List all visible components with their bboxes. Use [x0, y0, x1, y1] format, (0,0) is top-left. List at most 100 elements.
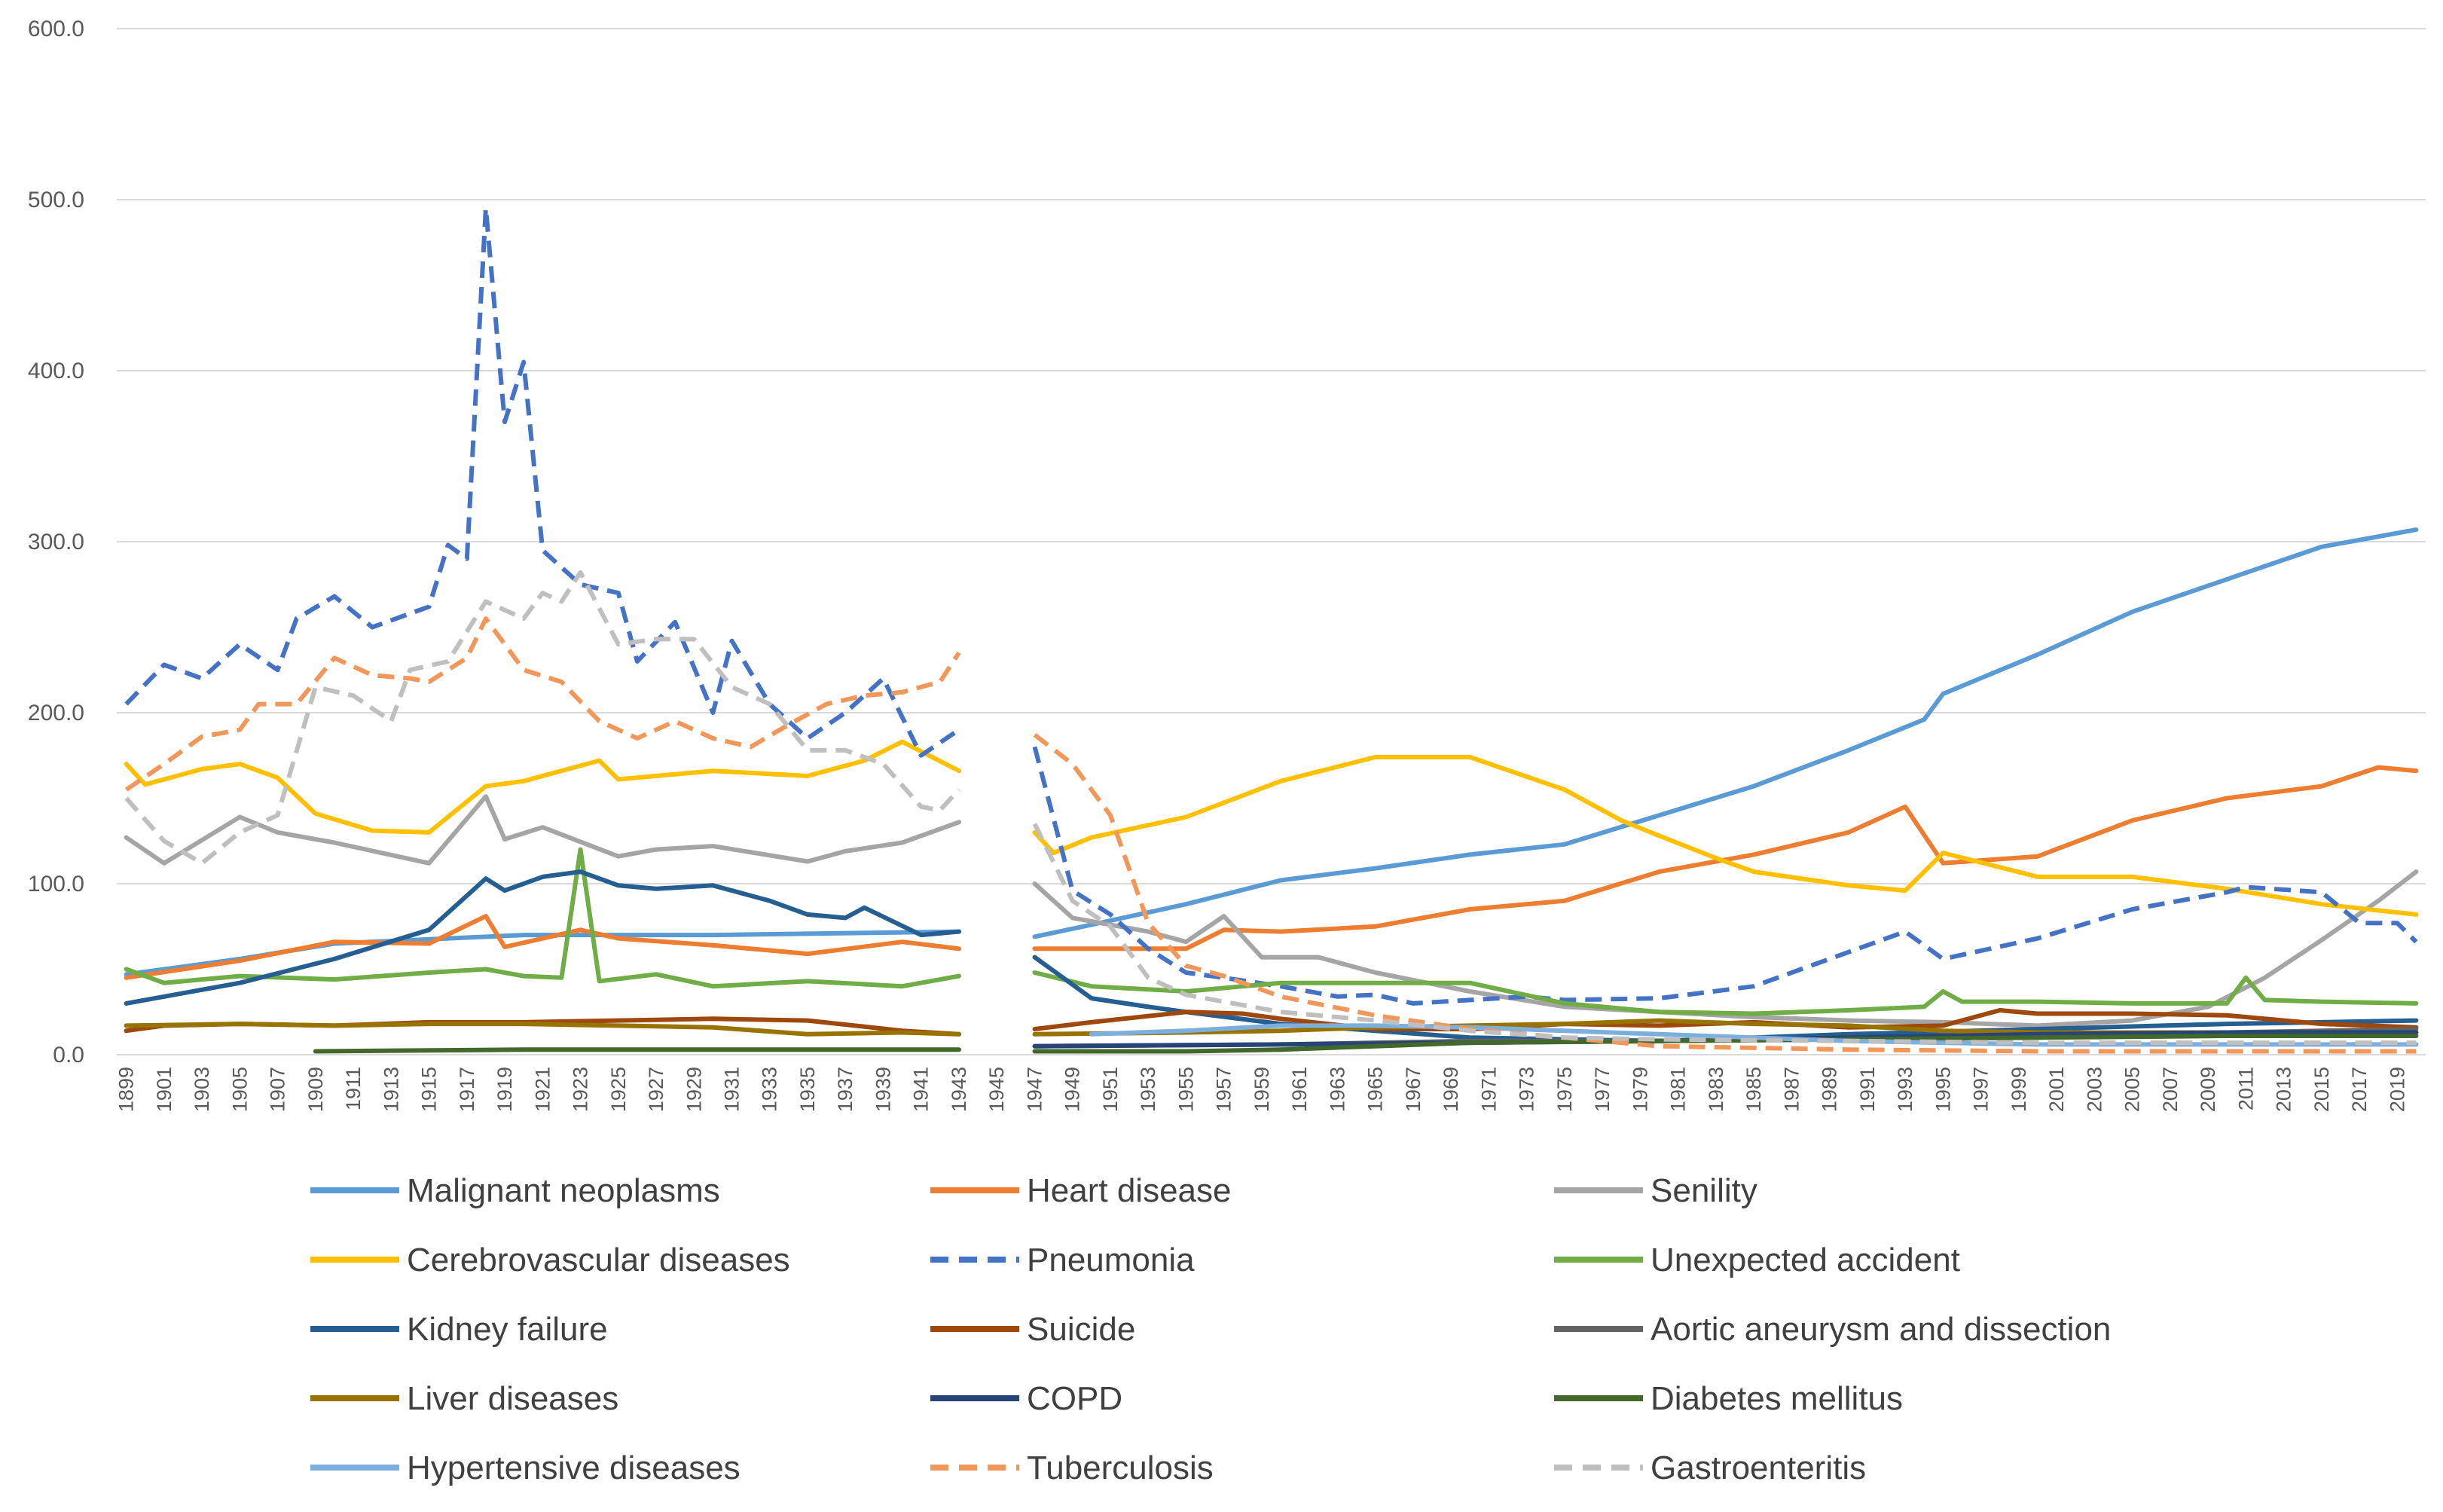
x-tick-label: 1983 — [1705, 1067, 1727, 1112]
y-tick-label: 100.0 — [28, 872, 84, 897]
x-tick-label: 1931 — [720, 1067, 743, 1112]
series-line — [124, 1022, 961, 1037]
x-tick-label: 2011 — [2234, 1067, 2257, 1110]
x-tick-label: 1975 — [1553, 1067, 1576, 1112]
y-tick-label: 400.0 — [28, 359, 84, 383]
legend: Malignant neoplasms Heart disease Senility… — [310, 1172, 2111, 1486]
y-axis-tick-labels: 0.0 100.0 200.0 300.0 400.0 500.0 600.0 — [28, 17, 84, 1068]
x-tick-label: 1941 — [910, 1067, 933, 1112]
x-tick-label: 1949 — [1061, 1067, 1084, 1112]
series-line — [124, 914, 961, 980]
x-tick-label: 1903 — [191, 1067, 213, 1112]
legend-label: Senility — [1651, 1172, 1757, 1209]
x-tick-label: 2005 — [2121, 1067, 2144, 1112]
series-line — [1032, 755, 2419, 917]
legend-label: Diabetes mellitus — [1651, 1380, 1903, 1417]
legend-label: Pneumonia — [1027, 1242, 1195, 1278]
legend-label: Tuberculosis — [1027, 1449, 1214, 1486]
x-tick-label: 2015 — [2310, 1067, 2333, 1112]
series-line — [124, 794, 961, 866]
x-tick-label: 1979 — [1629, 1067, 1651, 1112]
legend-label: Unexpected accident — [1651, 1242, 1960, 1278]
x-tick-label: 1943 — [948, 1067, 970, 1112]
x-tick-label: 1959 — [1251, 1067, 1273, 1112]
gridlines — [117, 28, 2426, 884]
y-tick-label: 600.0 — [28, 17, 84, 41]
series-line — [1032, 955, 2419, 1043]
x-tick-label: 2019 — [2386, 1067, 2408, 1112]
x-tick-label: 1963 — [1326, 1067, 1348, 1112]
x-tick-label: 1977 — [1591, 1067, 1614, 1112]
legend-label: COPD — [1027, 1380, 1122, 1417]
x-tick-label: 1919 — [493, 1067, 516, 1112]
y-tick-label: 300.0 — [28, 530, 84, 554]
x-tick-label: 1911 — [342, 1067, 365, 1110]
series-lines — [124, 206, 2419, 1054]
series-line — [1032, 746, 2418, 1006]
x-tick-label: 1969 — [1440, 1067, 1462, 1112]
series-line — [1033, 733, 2417, 1054]
x-axis-tick-labels: 1899 1901 1903 1905 1907 1909 1911 1913 1915 1917… — [115, 1067, 2409, 1112]
x-tick-label: 1933 — [759, 1067, 781, 1112]
x-tick-label: 1915 — [418, 1067, 441, 1112]
legend-label: Heart disease — [1027, 1172, 1231, 1209]
x-tick-label: 1917 — [456, 1067, 478, 1112]
legend-label: Malignant neoplasms — [407, 1172, 720, 1209]
x-tick-label: 1945 — [985, 1067, 1008, 1112]
x-tick-label: 1947 — [1023, 1067, 1046, 1112]
x-tick-label: 2003 — [2083, 1067, 2106, 1112]
x-tick-label: 1901 — [153, 1067, 176, 1112]
y-tick-label: 500.0 — [28, 188, 84, 212]
x-tick-label: 1991 — [1856, 1067, 1879, 1112]
x-tick-label: 1985 — [1742, 1067, 1765, 1112]
series-line — [313, 1047, 961, 1054]
x-tick-label: 1961 — [1288, 1067, 1311, 1112]
x-tick-label: 1913 — [380, 1067, 402, 1112]
legend-label: Kidney failure — [407, 1311, 608, 1348]
x-tick-label: 1973 — [1516, 1067, 1538, 1112]
x-tick-label: 1957 — [1213, 1067, 1235, 1112]
x-tick-label: 1987 — [1780, 1067, 1803, 1112]
x-tick-label: 1953 — [1137, 1067, 1159, 1112]
x-tick-label: 1927 — [645, 1067, 667, 1112]
legend-label: Aortic aneurysm and dissection — [1651, 1311, 2111, 1348]
x-tick-label: 1925 — [607, 1067, 630, 1112]
legend-label: Cerebrovascular diseases — [407, 1242, 790, 1278]
x-tick-label: 1935 — [796, 1067, 819, 1112]
x-tick-label: 1965 — [1364, 1067, 1387, 1112]
x-tick-label: 2013 — [2273, 1067, 2295, 1112]
x-tick-label: 1999 — [2008, 1067, 2030, 1112]
x-tick-label: 1905 — [228, 1067, 251, 1112]
x-tick-label: 1923 — [570, 1067, 592, 1112]
series-line — [124, 206, 960, 758]
series-line — [1032, 765, 2419, 951]
x-tick-label: 1955 — [1174, 1067, 1197, 1112]
series-line — [1032, 970, 2419, 1016]
x-tick-label: 1899 — [115, 1067, 138, 1112]
x-tick-label: 2007 — [2159, 1067, 2182, 1112]
x-tick-label: 1971 — [1477, 1067, 1500, 1112]
legend-label: Gastroenteritis — [1651, 1449, 1866, 1486]
y-tick-label: 200.0 — [28, 701, 84, 725]
legend-label: Liver diseases — [407, 1380, 618, 1417]
legend-label: Hypertensive diseases — [407, 1449, 741, 1486]
x-tick-label: 1909 — [304, 1067, 327, 1112]
x-tick-label: 1907 — [267, 1067, 289, 1112]
x-tick-label: 1989 — [1819, 1067, 1841, 1112]
x-tick-label: 1937 — [834, 1067, 857, 1112]
series-line — [124, 616, 961, 792]
x-tick-label: 1939 — [872, 1067, 894, 1112]
series-line — [124, 739, 961, 835]
x-tick-label: 1993 — [1894, 1067, 1916, 1112]
x-tick-label: 1967 — [1402, 1067, 1425, 1112]
x-tick-label: 2009 — [2197, 1067, 2219, 1112]
x-tick-label: 1981 — [1667, 1067, 1690, 1112]
x-tick-label: 2001 — [2045, 1067, 2068, 1112]
series-line — [124, 570, 961, 866]
x-tick-label: 1951 — [1099, 1067, 1122, 1112]
y-tick-label: 0.0 — [53, 1043, 84, 1068]
legend-label: Suicide — [1027, 1311, 1135, 1348]
series-line — [1032, 823, 2417, 1046]
x-tick-label: 1997 — [1970, 1067, 1993, 1112]
